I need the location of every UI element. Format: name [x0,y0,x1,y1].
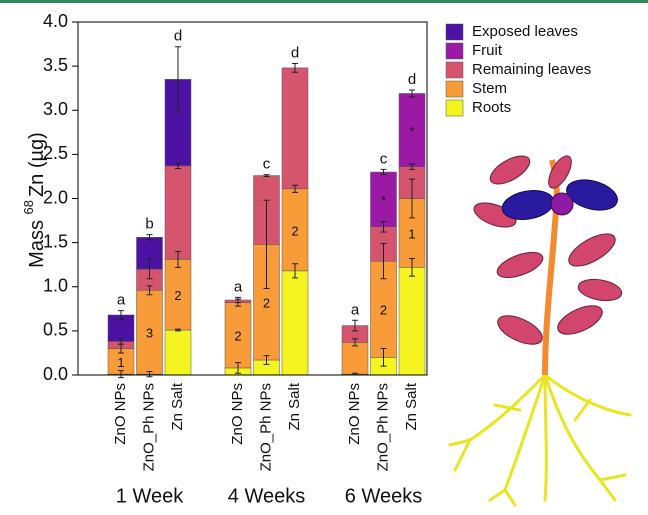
segment-label: 3 [146,326,153,341]
significance-label: b [145,216,153,233]
x-tick-label: ZnO NPs [112,383,129,445]
legend-label: Fruit [472,42,503,59]
x-tick-label: ZnO_Ph NPs [374,383,391,471]
legend-label: Exposed leaves [472,23,578,40]
bar-segment [282,271,308,375]
significance-label: c [263,156,271,173]
segment-label: * [381,193,386,208]
y-tick-label: 1.5 [43,231,68,251]
segment-label: 2 [234,329,241,344]
significance-label: a [117,292,126,309]
bar-segment [399,267,425,375]
y-label-sup: 68 [21,200,36,214]
x-tick-label: Zn Salt [286,382,303,430]
segment-label: 2 [291,223,298,238]
bar-segment [165,330,191,375]
group-label: 6 Weeks [345,485,422,507]
legend-label: Roots [472,99,511,116]
bar-segment [282,68,308,189]
y-tick-label: 0.5 [43,320,68,340]
y-tick-label: 3.5 [43,55,68,75]
significance-label: c [380,150,388,167]
chart: Mass 68Zn (µg) 0.00.51.01.52.02.53.03.54… [0,0,648,510]
segment-label: * [409,124,414,139]
legend-swatch [446,24,463,40]
y-tick-label: 0.0 [43,364,68,384]
significance-label: a [234,278,243,295]
top-rule [0,0,648,3]
segment-label: 1 [408,226,415,241]
bar-segment [342,342,368,374]
legend-label: Stem [472,80,507,97]
plant-illustration [450,150,630,505]
x-tick-label: ZnO NPs [346,383,363,445]
segment-label: 2 [380,303,387,318]
significance-label: d [291,44,299,61]
significance-label: a [351,301,360,318]
segment-label: 2 [174,288,181,303]
y-tick-label: 2.0 [43,187,68,207]
significance-label: d [174,28,182,45]
segment-label: 1 [117,355,124,370]
x-tick-label: ZnO_Ph NPs [257,383,274,471]
x-tick-label: ZnO_Ph NPs [140,383,157,471]
legend-swatch [446,62,463,78]
significance-label: d [408,71,416,88]
legend-swatch [446,100,463,116]
page: Mass 68Zn (µg) 0.00.51.01.52.02.53.03.54… [0,0,648,515]
y-tick-label: 4.0 [43,11,68,31]
legend-label: Remaining leaves [472,61,591,78]
legend-swatch [446,43,463,59]
x-tick-label: ZnO NPs [229,383,246,445]
group-label: 4 Weeks [228,485,305,507]
y-tick-label: 2.5 [43,143,68,163]
y-tick-label: 3.0 [43,99,68,119]
segment-label: 2 [263,296,270,311]
y-tick-label: 1.0 [43,276,68,296]
bar-segment [165,166,191,260]
x-tick-label: Zn Salt [169,382,186,430]
x-tick-label: Zn Salt [403,382,420,430]
legend-swatch [446,81,463,97]
group-label: 1 Week [116,485,184,507]
